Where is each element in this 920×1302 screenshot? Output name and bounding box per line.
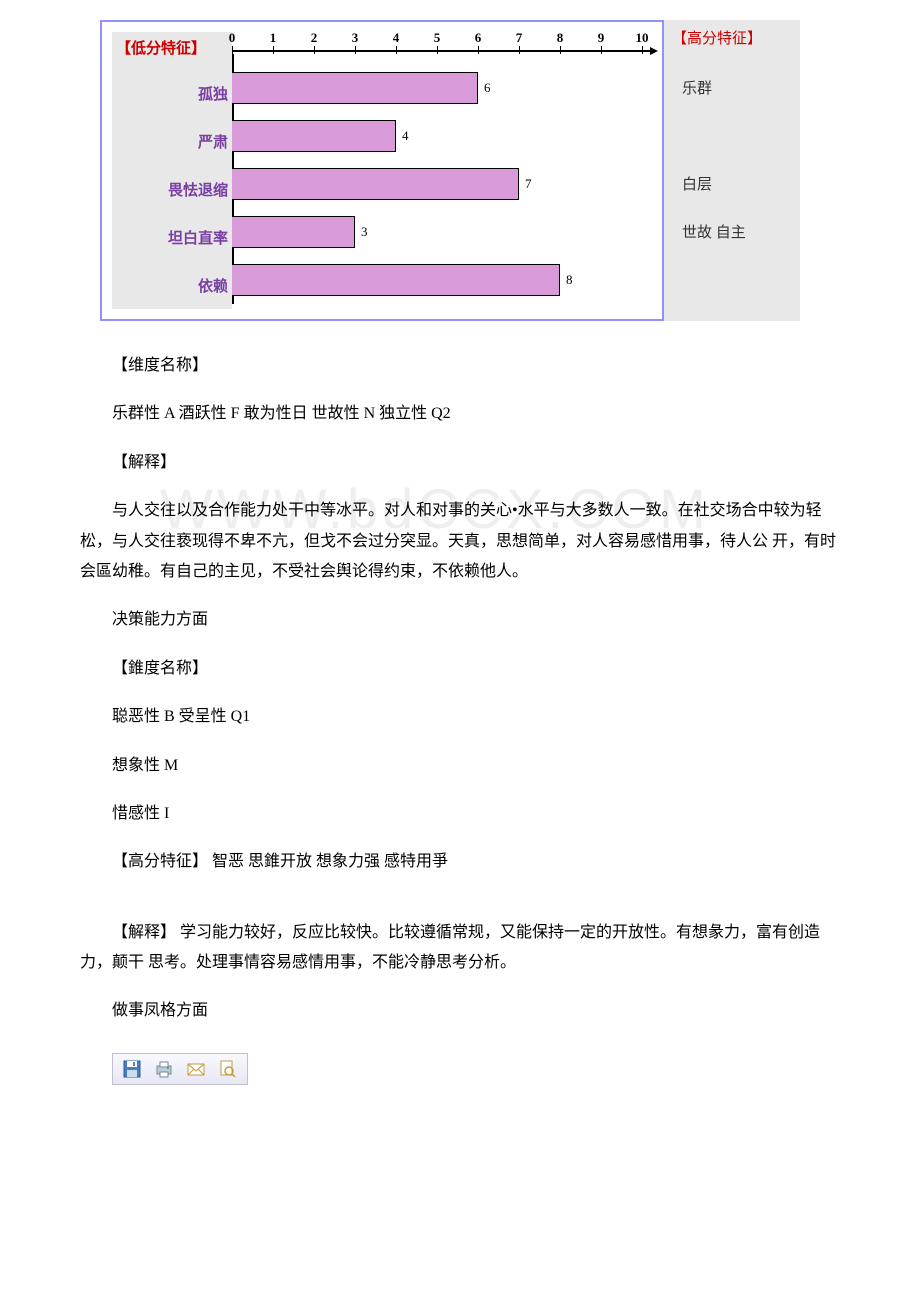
axis-tick: 3 [352, 30, 359, 46]
explain-text: 与人交往以及合作能力处干中等冰平。对人和对事的关心•水平与大多数人一致。在社交场… [80, 496, 840, 587]
axis-tick: 1 [270, 30, 277, 46]
bar-row: 7 [232, 160, 652, 208]
axis-line [232, 50, 652, 52]
chart-row-label: 畏怯退缩 [112, 165, 232, 213]
chart-right-label: 白层 [672, 159, 792, 207]
dimension2-label: 【錐度名称】 [80, 654, 840, 684]
preview-icon[interactable] [217, 1058, 239, 1080]
dimension2-line3: 惜感性 I [80, 799, 840, 829]
chart-right-label: 乐群 [672, 63, 792, 111]
high-trait-text: 【高分特征】 智恶 思錐开放 想象力强 感特用爭 [80, 847, 840, 877]
axis-tick: 8 [557, 30, 564, 46]
axis-tick: 0 [229, 30, 236, 46]
axis-tick: 9 [598, 30, 605, 46]
chart-right-column: 【高分特征】 乐群白层世故 自主 [664, 20, 800, 321]
dimension-text: 乐群性 A 酒跃性 F 敢为性日 世故性 N 独立性 Q2 [80, 399, 840, 429]
bar [232, 264, 560, 296]
bar [232, 216, 355, 248]
low-score-header: 【低分特征】 [112, 32, 232, 69]
axis-tick: 5 [434, 30, 441, 46]
bar-value: 7 [525, 176, 532, 192]
chart-right-label [672, 111, 792, 159]
dimension-label: 【维度名称】 [80, 351, 840, 381]
dimension2-line1: 聪恶性 B 受呈性 Q1 [80, 702, 840, 732]
explain-label: 【解释】 [80, 448, 840, 478]
axis-tick: 7 [516, 30, 523, 46]
axis-tick: 4 [393, 30, 400, 46]
print-icon[interactable] [153, 1058, 175, 1080]
axis-tick: 6 [475, 30, 482, 46]
chart-right-label [672, 255, 792, 303]
toolbar [112, 1053, 248, 1085]
bar-value: 3 [361, 224, 368, 240]
chart-container: 【低分特征】 孤独严肃畏怯退缩坦白直率依赖 0 1 2 3 4 5 6 7 8 9 10 6 4 7 3 8… [100, 20, 840, 321]
x-axis: 0 1 2 3 4 5 6 7 8 9 10 [232, 32, 652, 54]
bar [232, 168, 519, 200]
section2-title: 决策能力方面 [80, 605, 840, 635]
chart-row-label: 依赖 [112, 261, 232, 309]
explain2-text: 【解释】 学习能力较好，反应比较快。比较遵循常规，又能保持一定的开放性。有想彖力… [80, 918, 840, 979]
axis-tick: 2 [311, 30, 318, 46]
email-icon[interactable] [185, 1058, 207, 1080]
section3-title: 做事凤格方面 [80, 996, 840, 1026]
bar [232, 120, 396, 152]
chart-row-label: 坦白直率 [112, 213, 232, 261]
chart-row-label: 严肃 [112, 117, 232, 165]
save-icon[interactable] [121, 1058, 143, 1080]
bar [232, 72, 478, 104]
bar-value: 8 [566, 272, 573, 288]
axis-tick: 10 [636, 30, 649, 46]
bar-value: 6 [484, 80, 491, 96]
dimension2-line2: 想象性 M [80, 751, 840, 781]
bar-value: 4 [402, 128, 409, 144]
chart-block: 【低分特征】 孤独严肃畏怯退缩坦白直率依赖 0 1 2 3 4 5 6 7 8 9 10 6 4 7 3 8 [100, 20, 664, 321]
high-score-header: 【高分特征】 [672, 25, 792, 63]
chart-row-label: 孤独 [112, 69, 232, 117]
chart-left-column: 【低分特征】 孤独严肃畏怯退缩坦白直率依赖 [112, 32, 232, 309]
chart-plot-area: 0 1 2 3 4 5 6 7 8 9 10 6 4 7 3 8 [232, 32, 652, 309]
bar-row: 8 [232, 256, 652, 304]
bar-row: 4 [232, 112, 652, 160]
chart-right-label: 世故 自主 [672, 207, 792, 255]
bar-row: 6 [232, 64, 652, 112]
bars-region: 6 4 7 3 8 [232, 64, 652, 304]
bar-row: 3 [232, 208, 652, 256]
